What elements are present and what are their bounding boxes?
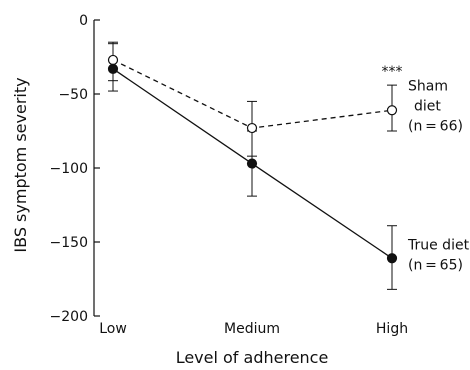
sham-diet-point-0 xyxy=(107,54,119,66)
sham-diet-point-2 xyxy=(386,105,398,116)
sham-diet-label-line-0: Sham xyxy=(408,78,448,94)
true-diet-point-1 xyxy=(246,158,258,169)
sham-diet-label-line-1: diet xyxy=(414,98,441,114)
true-diet-point-2 xyxy=(386,253,398,264)
true-diet-label-line-1: (n = 65) xyxy=(408,257,463,273)
y-tick-label-0: 0 xyxy=(79,13,88,29)
y-tick-label-4: −200 xyxy=(50,309,88,325)
true-diet-point-0 xyxy=(107,63,119,74)
x-tick-label-2: High xyxy=(376,321,408,337)
sham-diet-point-1 xyxy=(246,122,258,134)
series-labels: Sham diet (n = 66) True diet (n = 65) *** xyxy=(382,64,470,273)
data-points xyxy=(107,54,398,264)
true-diet-label-line-0: True diet xyxy=(407,237,470,253)
y-tick-label-1: −50 xyxy=(58,87,88,103)
y-tick-label-2: −100 xyxy=(50,161,88,177)
x-tick-label-0: Low xyxy=(99,321,127,337)
x-tick-label-1: Medium xyxy=(224,321,280,337)
x-axis-title: Level of adherence xyxy=(176,348,329,367)
axes: 0 −50 −100 −150 −200 Low Medium High xyxy=(50,13,409,337)
y-axis-title: IBS symptom severity xyxy=(11,77,30,252)
sham-diet-label-line-2: (n = 66) xyxy=(408,118,463,134)
significance-annotation-0: *** xyxy=(382,64,403,80)
y-tick-label-3: −150 xyxy=(50,235,88,251)
